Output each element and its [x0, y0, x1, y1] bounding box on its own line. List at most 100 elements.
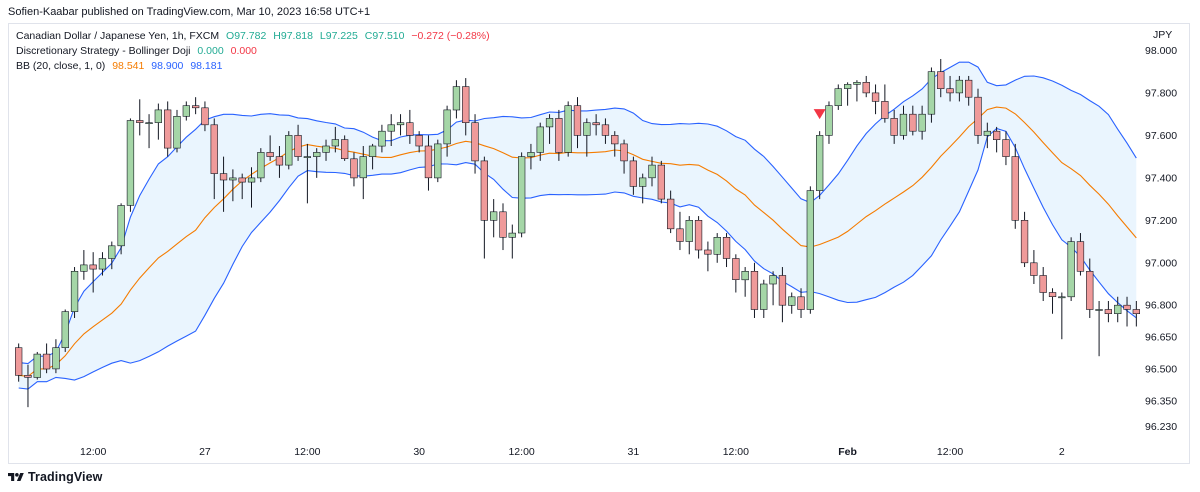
candle-body [98, 258, 107, 270]
candle-body [359, 156, 367, 179]
candle-body [1020, 220, 1029, 264]
candle-body [1132, 309, 1140, 314]
candle-body [210, 124, 218, 174]
candle-body [992, 130, 1001, 140]
candle-body [601, 124, 610, 136]
candle-body [173, 116, 181, 149]
candle-body [760, 283, 768, 310]
y-tick-label: 96.230 [1145, 421, 1177, 433]
candle-body [536, 126, 544, 153]
candle-body [741, 271, 749, 281]
candle-body [1067, 241, 1075, 298]
candle-body [517, 156, 526, 234]
candle-body [1058, 296, 1066, 299]
candle-body [694, 220, 703, 251]
candle-body [583, 122, 591, 136]
candle-body [322, 145, 330, 153]
legend-low: L97.225 [319, 30, 358, 42]
candle-body [545, 118, 554, 128]
candle-body [489, 211, 498, 221]
candle-body [294, 135, 302, 157]
candle-body [983, 130, 991, 136]
x-tick-label: 31 [628, 446, 640, 458]
legend-strategy-value-1: 0.000 [197, 45, 224, 57]
candle-body [350, 158, 358, 179]
candle-body [871, 92, 880, 102]
x-tick-label: 12:00 [937, 446, 963, 458]
candle-body [387, 124, 395, 132]
legend-symbol[interactable]: Canadian Dollar / Japanese Yen, 1h, FXCM [16, 30, 220, 42]
sell-signal-marker [813, 109, 826, 120]
candle-body [406, 122, 414, 136]
candle-body [396, 122, 405, 126]
candle-body [1011, 156, 1019, 221]
candle-body [573, 105, 582, 136]
x-tick-label: Feb [838, 446, 857, 458]
candle-body [192, 105, 200, 109]
legend-bb-lower: 98.181 [190, 60, 223, 72]
candle-body [238, 177, 246, 183]
candle-body [825, 105, 833, 136]
candle-body [52, 347, 60, 370]
y-tick-label: 96.500 [1145, 363, 1177, 375]
published-caption: Sofien-Kaabar published on TradingView.c… [8, 6, 371, 18]
candle-body [722, 237, 731, 259]
legend-bb-row: BB (20, close, 1, 0) 98.541 98.900 98.18… [16, 60, 226, 72]
price-chart[interactable]: 98.000 97.800 97.600 97.400 97.200 97.000 96.8… [8, 23, 1190, 464]
candle-body [555, 118, 563, 153]
candle-body [685, 220, 693, 242]
x-tick-label: 27 [199, 446, 211, 458]
candle-body [564, 105, 572, 153]
candle-body [33, 353, 41, 378]
y-tick-label: 97.600 [1145, 130, 1177, 142]
candle-body [15, 347, 23, 376]
candle-body [1076, 241, 1085, 272]
candle-body [368, 145, 377, 157]
y-tick-label: 97.400 [1145, 172, 1177, 184]
candle-body [1002, 139, 1010, 157]
candle-body [853, 81, 861, 85]
tradingview-logo-icon[interactable] [8, 471, 24, 484]
candle-body [126, 120, 135, 206]
candle-body [443, 109, 451, 145]
candle-body [275, 156, 284, 166]
candle-body [257, 152, 265, 179]
candle-body [136, 120, 144, 123]
legend-bb-name[interactable]: BB (20, close, 1, 0) [16, 60, 106, 72]
candle-body [797, 296, 805, 310]
candle-body [434, 143, 442, 179]
x-tick-label: 30 [413, 446, 425, 458]
candle-body [154, 109, 162, 123]
candle-body [527, 152, 535, 157]
candle-body [247, 177, 256, 183]
footer-brand[interactable]: TradingView [28, 470, 103, 484]
legend-open: O97.782 [226, 30, 267, 42]
candle-body [788, 296, 796, 306]
candle-body [815, 135, 824, 191]
candle-body [462, 86, 470, 123]
candle-body [843, 84, 852, 89]
candle-body [611, 135, 619, 145]
legend-change: −0.272 (−0.28%) [411, 30, 490, 42]
candle-body [89, 264, 97, 270]
candle-body [229, 177, 237, 181]
candle-body [1104, 309, 1112, 314]
candle-body [909, 113, 917, 132]
candle-body [108, 245, 116, 259]
candle-body [340, 139, 349, 159]
candle-body [1123, 304, 1131, 310]
candle-body [424, 145, 433, 179]
candle-body [80, 264, 88, 272]
legend-strategy-value-2: 0.000 [230, 45, 257, 57]
y-tick-label: 96.800 [1145, 300, 1177, 312]
candle-body [629, 160, 637, 187]
legend-strategy-name[interactable]: Discretionary Strategy - Bollinger Doji [16, 45, 191, 57]
candle-body [508, 232, 516, 238]
legend-high: H97.818 [273, 30, 313, 42]
candle-body [499, 211, 507, 238]
candle-body [331, 139, 339, 147]
candle-body [666, 198, 675, 230]
candle-body [378, 130, 386, 147]
y-tick-label: 96.650 [1145, 332, 1177, 344]
candle-body [713, 237, 721, 255]
